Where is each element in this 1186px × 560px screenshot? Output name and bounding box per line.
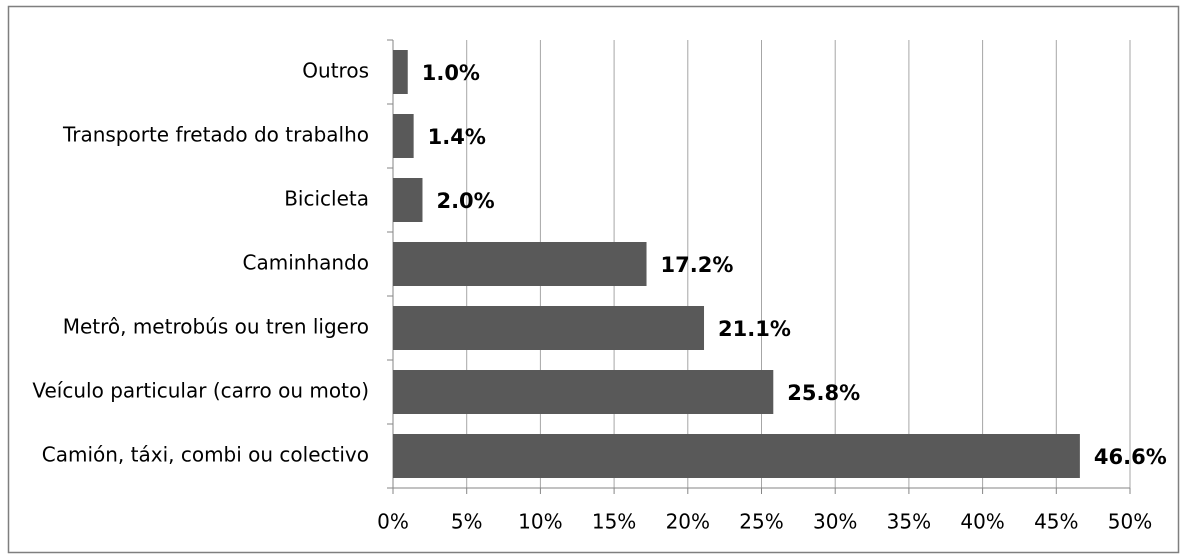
- y-tick-label: Veículo particular (carro ou moto): [32, 379, 369, 403]
- x-tick-label: 30%: [813, 510, 857, 534]
- x-tick-label: 50%: [1108, 510, 1152, 534]
- value-label: 46.6%: [1094, 445, 1167, 469]
- x-tick-label: 15%: [592, 510, 636, 534]
- x-tick-label: 45%: [1034, 510, 1078, 534]
- x-tick-label: 35%: [887, 510, 931, 534]
- bar: [393, 370, 774, 414]
- value-label: 21.1%: [718, 317, 791, 341]
- x-tick-label: 0%: [377, 510, 409, 534]
- x-tick-label: 10%: [518, 510, 562, 534]
- value-label: 25.8%: [787, 381, 860, 405]
- x-tick-label: 40%: [960, 510, 1004, 534]
- y-tick-label: Bicicleta: [284, 187, 369, 211]
- bar: [393, 114, 414, 158]
- y-tick-label: Outros: [302, 59, 369, 83]
- y-tick-label: Caminhando: [243, 251, 369, 275]
- y-tick-label: Metrô, metrobús ou tren ligero: [63, 315, 369, 339]
- value-label: 17.2%: [661, 253, 734, 277]
- bar: [393, 50, 408, 94]
- x-tick-label: 20%: [666, 510, 710, 534]
- bar: [393, 178, 423, 222]
- value-label: 1.4%: [428, 125, 486, 149]
- y-tick-label: Camión, táxi, combi ou colectivo: [42, 443, 369, 467]
- x-tick-label: 5%: [451, 510, 483, 534]
- x-tick-label: 25%: [739, 510, 783, 534]
- bar: [393, 242, 647, 286]
- y-tick-label: Transporte fretado do trabalho: [62, 123, 369, 147]
- bar: [393, 306, 705, 350]
- bar: [393, 434, 1080, 478]
- value-label: 2.0%: [436, 189, 494, 213]
- value-label: 1.0%: [422, 61, 480, 85]
